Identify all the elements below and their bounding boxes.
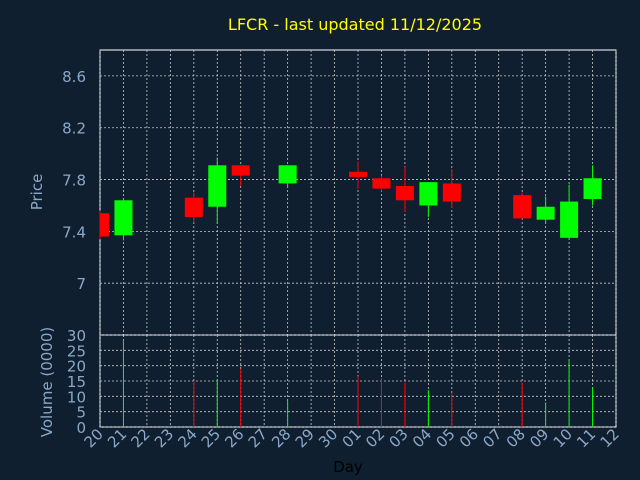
candle-body [442,183,461,202]
candle-body [278,165,297,184]
x-tick-label: 30 [315,425,341,451]
candle-body [349,171,367,177]
candle-body [231,165,250,176]
candle-body [184,197,203,218]
x-tick-label: 08 [503,425,529,451]
x-tick-label: 07 [479,425,505,451]
price-panel: 8.6 8.2 7.8 7.4 7 [62,49,617,336]
x-tick-label: 12 [597,425,623,451]
x-tick-label: 01 [339,425,365,451]
price-tick-label: 7.4 [62,223,86,241]
price-tick-label: 7.8 [62,172,86,190]
volume-axis-title: Volume (0000) [38,327,56,437]
volume-tick-label: 20 [67,358,86,376]
candle-body [100,213,109,237]
x-tick-label: 03 [386,425,412,451]
x-tick-label: 27 [245,425,271,451]
x-tick-label: 09 [526,425,552,451]
x-tick-label: 21 [104,425,130,451]
candle-body [560,201,579,238]
volume-tick-label: 30 [67,327,86,345]
x-tick-label: 28 [268,425,294,451]
candle-body [114,200,133,236]
price-tick-label: 7 [76,275,86,293]
x-tick-label: 04 [409,425,435,451]
candle-body [208,165,227,207]
x-tick-label: 10 [550,425,576,451]
price-tick-label: 8.6 [62,68,86,86]
candle-body [583,178,602,199]
price-plot-frame [99,49,617,336]
price-axis-title: Price [28,174,46,211]
x-tick-label: 24 [174,425,200,451]
x-tick-label: 22 [128,425,154,451]
candle-body [395,186,414,201]
x-tick-label: 23 [151,425,177,451]
volume-tick-label: 25 [67,342,86,360]
x-axis-title: Day [333,458,363,476]
price-tick-label: 8.2 [62,120,86,138]
volume-tick-label: 5 [76,404,86,422]
candle-body [419,182,438,206]
candle-body [513,195,532,219]
volume-tick-label: 10 [67,388,86,406]
x-tick-label: 25 [198,425,224,451]
candle-body [536,206,555,220]
candle-body [372,178,391,189]
chart-title: LFCR - last updated 11/12/2025 [228,15,482,34]
x-tick-label: 26 [221,425,247,451]
volume-tick-label: 15 [67,373,86,391]
x-tick-label: 02 [362,425,388,451]
x-tick-label: 06 [456,425,482,451]
x-tick-label: 29 [292,425,318,451]
x-tick-label: 05 [432,425,458,451]
x-axis-ticks: 2021222324252627282930010203040506070809… [81,425,623,451]
x-tick-label: 11 [573,425,599,451]
volume-tick-label: 0 [76,419,86,437]
